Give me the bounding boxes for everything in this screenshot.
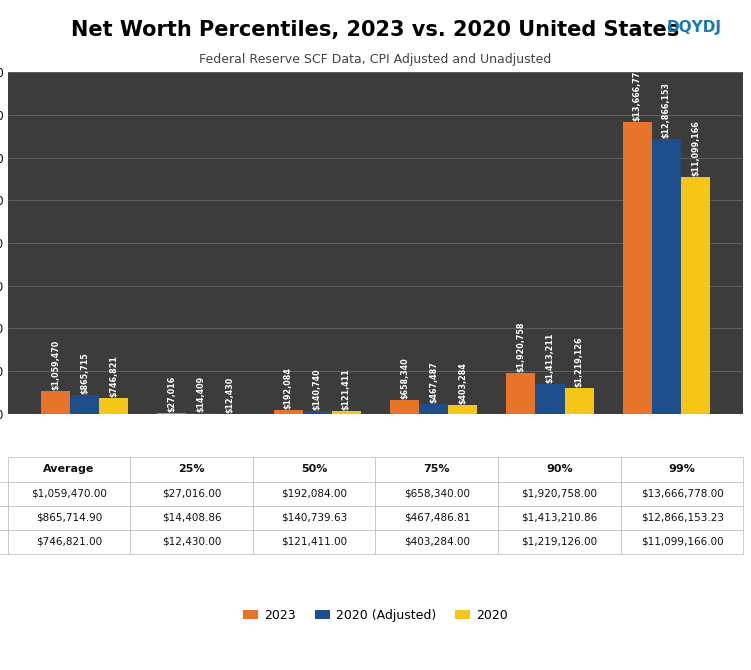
Text: $12,430: $12,430	[225, 377, 234, 413]
Text: $12,866,153: $12,866,153	[662, 82, 671, 138]
Bar	[99, 398, 128, 414]
Text: $11,099,166: $11,099,166	[691, 120, 700, 176]
Bar	[506, 373, 535, 414]
Bar	[535, 384, 565, 414]
Text: $403,284: $403,284	[458, 362, 467, 404]
Text: $1,219,126: $1,219,126	[575, 336, 584, 387]
Text: $140,740: $140,740	[313, 368, 322, 410]
Bar	[419, 404, 448, 414]
Text: Net Worth Percentiles, 2023 vs. 2020 United States: Net Worth Percentiles, 2023 vs. 2020 Uni…	[71, 20, 680, 40]
Text: $467,487: $467,487	[429, 361, 438, 403]
Bar	[623, 122, 652, 414]
Bar	[565, 388, 594, 414]
Text: $14,409: $14,409	[197, 377, 206, 413]
Legend: 2023, 2020 (Adjusted), 2020: 2023, 2020 (Adjusted), 2020	[238, 604, 513, 627]
Text: Federal Reserve SCF Data, CPI Adjusted and Unadjusted: Federal Reserve SCF Data, CPI Adjusted a…	[199, 53, 552, 66]
Text: $658,340: $658,340	[400, 357, 409, 399]
Text: $1,059,470: $1,059,470	[51, 340, 60, 390]
Text: $1,920,758: $1,920,758	[517, 322, 526, 372]
Text: $1,413,211: $1,413,211	[545, 332, 554, 383]
Text: $865,715: $865,715	[80, 352, 89, 394]
Text: $121,411: $121,411	[342, 369, 351, 410]
Bar	[303, 411, 332, 414]
Bar	[681, 177, 710, 414]
Bar	[448, 405, 478, 414]
Bar	[390, 400, 419, 414]
Text: DQYDJ: DQYDJ	[666, 20, 722, 35]
Bar	[273, 409, 303, 414]
Bar	[41, 391, 70, 414]
Text: $192,084: $192,084	[284, 366, 293, 409]
Bar	[70, 395, 99, 414]
Text: $27,016: $27,016	[167, 376, 176, 412]
Text: $746,821: $746,821	[109, 355, 118, 397]
Bar	[332, 411, 361, 414]
Bar	[652, 139, 681, 414]
Text: $13,666,778: $13,666,778	[633, 65, 642, 121]
